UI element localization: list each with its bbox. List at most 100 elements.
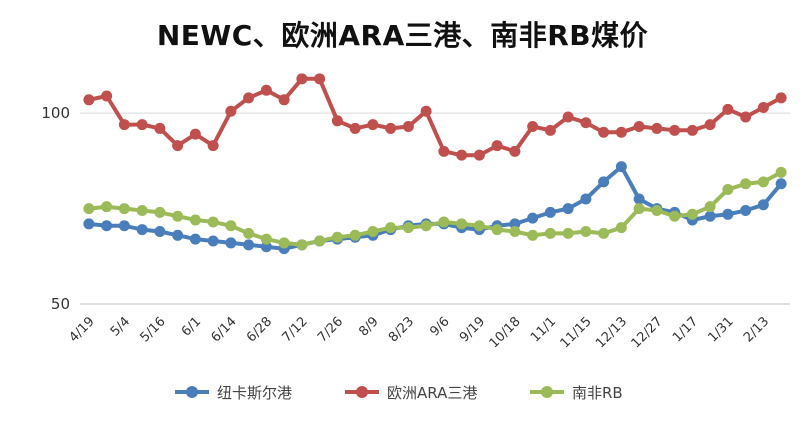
x-tick-label: 8/23	[386, 314, 417, 345]
data-point	[669, 210, 681, 222]
chart-title: NEWC、欧洲ARA三港、南非RB煤价	[156, 19, 649, 52]
data-point	[456, 218, 468, 230]
data-point	[580, 225, 592, 237]
data-point	[757, 101, 769, 113]
data-point	[473, 149, 485, 161]
x-tick-label: 6/1	[179, 314, 204, 339]
data-point	[438, 145, 450, 157]
data-point	[278, 237, 290, 249]
data-point	[402, 222, 414, 234]
data-point	[757, 176, 769, 188]
data-point	[598, 126, 610, 138]
legend-item: 欧洲ARA三港	[345, 384, 477, 402]
data-point	[615, 161, 627, 173]
data-point	[562, 203, 574, 215]
x-tick-label: 11/1	[528, 314, 559, 345]
data-point	[651, 204, 663, 216]
data-point	[278, 94, 290, 106]
data-point	[402, 121, 414, 133]
data-point	[580, 193, 592, 205]
data-point	[349, 122, 361, 134]
data-point	[296, 73, 308, 85]
data-point	[473, 220, 485, 232]
data-point	[669, 124, 681, 136]
data-point	[172, 210, 184, 222]
data-point	[367, 225, 379, 237]
data-point	[580, 117, 592, 129]
legend-swatch-marker	[541, 386, 553, 398]
data-point	[331, 231, 343, 243]
legend-item: 南非RB	[530, 384, 623, 402]
data-point	[456, 149, 468, 161]
data-point	[349, 229, 361, 241]
x-tick-label: 5/4	[108, 314, 133, 339]
data-point	[544, 227, 556, 239]
data-point	[722, 103, 734, 115]
data-point	[633, 121, 645, 133]
data-point	[598, 176, 610, 188]
y-tick-label: 50	[51, 295, 70, 313]
data-point	[775, 92, 787, 104]
data-point	[154, 206, 166, 218]
data-point	[385, 122, 397, 134]
data-point	[509, 218, 521, 230]
data-point	[260, 233, 272, 245]
data-point	[136, 119, 148, 131]
data-point	[740, 204, 752, 216]
data-point	[189, 128, 201, 140]
x-tick-label: 9/6	[427, 314, 452, 339]
data-point	[189, 233, 201, 245]
data-point	[509, 145, 521, 157]
data-point	[385, 222, 397, 234]
data-point	[775, 166, 787, 178]
data-point	[562, 227, 574, 239]
data-point	[154, 225, 166, 237]
data-point	[260, 241, 272, 253]
data-point	[225, 220, 237, 232]
data-point	[314, 235, 326, 247]
legend: 纽卡斯尔港 欧洲ARA三港 南非RB	[175, 384, 623, 402]
x-tick-label: 9/19	[457, 314, 488, 345]
legend-label: 纽卡斯尔港	[217, 384, 292, 402]
data-point	[118, 220, 130, 232]
data-point	[83, 203, 95, 215]
data-point	[527, 212, 539, 224]
series-line	[88, 76, 783, 158]
data-point	[633, 193, 645, 205]
legend-label: 欧洲ARA三港	[387, 384, 477, 402]
data-point	[243, 227, 255, 239]
legend-swatch-marker	[186, 386, 198, 398]
data-point	[651, 122, 663, 134]
data-point	[118, 119, 130, 131]
data-point	[243, 239, 255, 251]
data-point	[722, 208, 734, 220]
data-point	[207, 140, 219, 152]
legend-label: 南非RB	[572, 384, 623, 402]
data-point	[420, 105, 432, 117]
series-line	[88, 170, 783, 247]
data-point	[704, 210, 716, 222]
data-point	[527, 229, 539, 241]
x-tick-label: 7/26	[315, 314, 346, 345]
data-point	[83, 94, 95, 106]
data-point	[438, 216, 450, 228]
data-point	[544, 124, 556, 136]
data-point	[757, 199, 769, 211]
x-tick-label: 12/13	[593, 314, 630, 351]
data-point	[314, 73, 326, 85]
data-point	[544, 206, 556, 218]
x-tick-label: 7/12	[279, 314, 310, 345]
data-point	[491, 224, 503, 236]
x-tick-label: 6/14	[208, 314, 239, 345]
data-point	[243, 92, 255, 104]
data-point	[136, 204, 148, 216]
x-tick-label: 8/9	[356, 314, 381, 339]
data-point	[101, 90, 113, 102]
data-point	[562, 111, 574, 123]
x-tick-label: 1/17	[670, 314, 701, 345]
series-group	[83, 73, 787, 255]
data-point	[704, 119, 716, 131]
data-point	[615, 222, 627, 234]
data-point	[225, 237, 237, 249]
x-tick-label: 10/18	[487, 314, 524, 351]
